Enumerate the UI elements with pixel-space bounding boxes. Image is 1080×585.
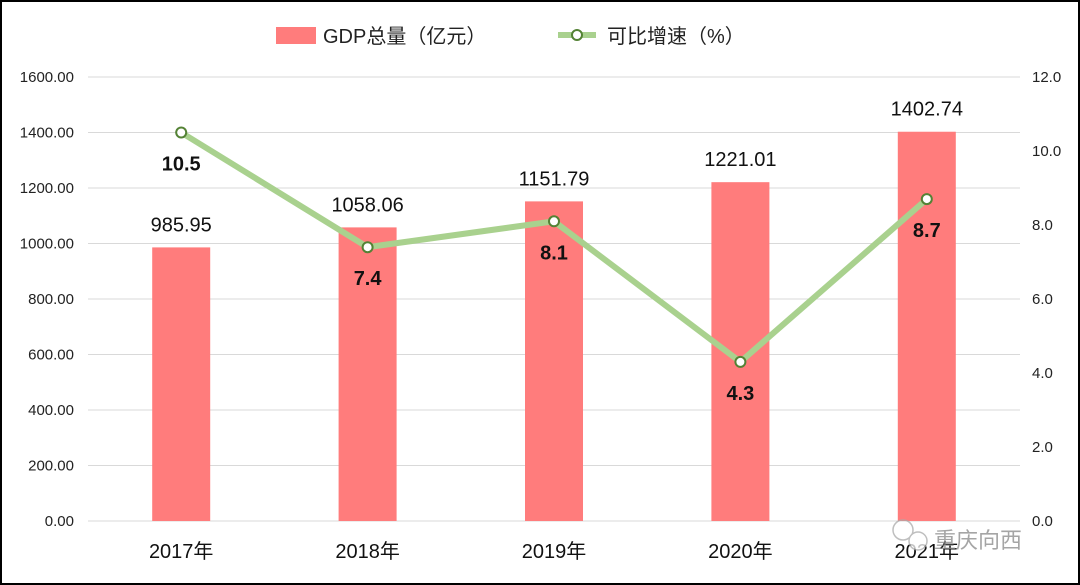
left-tick-label: 1200.00 [20, 180, 74, 197]
bar [525, 201, 583, 521]
left-tick-label: 600.00 [28, 347, 74, 364]
bar-value-label: 1151.79 [519, 168, 590, 190]
line-value-label: 10.5 [162, 154, 201, 176]
line-value-label: 7.4 [354, 268, 383, 290]
right-tick-label: 8.0 [1032, 217, 1053, 234]
left-tick-label: 0.00 [45, 513, 74, 530]
category-label: 2019年 [522, 540, 587, 563]
legend-bar-swatch [276, 27, 316, 44]
category-label: 2018年 [335, 540, 400, 563]
legend-marker [571, 29, 583, 41]
left-tick-label: 1400.00 [20, 125, 74, 142]
legend-label-growth: 可比增速（%） [607, 25, 745, 48]
bar [338, 227, 397, 521]
watermark-text: 重庆向西 [934, 528, 1022, 553]
left-tick-label: 800.00 [28, 291, 74, 308]
line-marker [175, 126, 188, 139]
category-label: 2017年 [149, 540, 214, 563]
bar-value-label: 1221.01 [704, 149, 776, 171]
line-marker [548, 215, 560, 228]
bar-value-label: 1402.74 [891, 99, 963, 121]
line-marker [734, 355, 747, 368]
left-tick-label: 1000.00 [20, 236, 74, 253]
right-tick-label: 12.0 [1032, 69, 1061, 86]
bar [711, 182, 770, 521]
line-value-label: 4.3 [726, 383, 754, 405]
right-tick-label: 10.0 [1032, 143, 1061, 160]
right-tick-label: 4.0 [1032, 365, 1053, 382]
right-tick-label: 6.0 [1032, 291, 1053, 308]
watermark: 重庆向西 [892, 519, 1022, 553]
left-tick-label: 400.00 [28, 402, 74, 419]
right-tick-label: 0.0 [1032, 513, 1053, 530]
legend-label-gdp: GDP总量（亿元） [323, 25, 486, 48]
bar-value-label: 1058.06 [331, 194, 403, 216]
line-value-label: 8.7 [913, 220, 941, 242]
right-tick-label: 2.0 [1032, 439, 1053, 456]
legend: GDP总量（亿元） 可比增速（%） [276, 25, 745, 48]
left-tick-label: 1600.00 [20, 69, 74, 86]
category-label: 2020年 [708, 540, 773, 563]
bar-value-label: 985.95 [151, 214, 212, 236]
line-value-label: 8.1 [540, 242, 568, 264]
bar [152, 247, 211, 522]
line-marker [920, 193, 933, 206]
bar [897, 131, 956, 521]
wechat-icon [892, 519, 914, 541]
left-tick-label: 200.00 [28, 458, 74, 475]
line-marker [361, 241, 374, 254]
